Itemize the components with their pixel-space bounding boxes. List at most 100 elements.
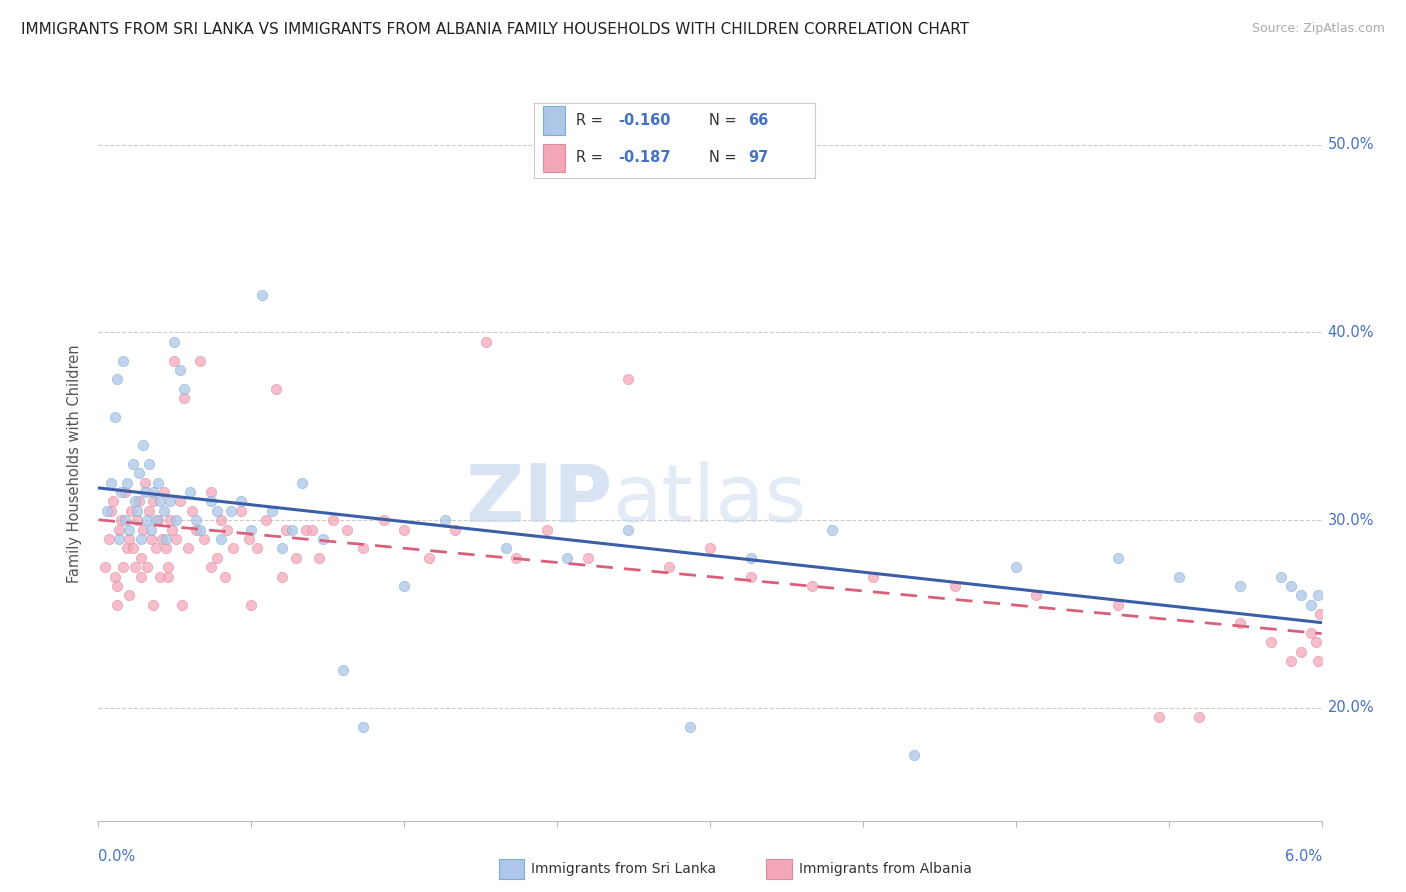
Text: 20.0%: 20.0% <box>1327 700 1375 715</box>
Point <box>444 523 467 537</box>
Point <box>240 523 263 537</box>
Point <box>285 550 308 565</box>
Point <box>93 560 115 574</box>
Point <box>136 513 159 527</box>
Point <box>209 532 232 546</box>
Point <box>740 569 762 583</box>
Point <box>392 579 416 593</box>
Point <box>110 513 132 527</box>
Point <box>142 598 165 612</box>
Point <box>678 720 700 734</box>
Text: atlas: atlas <box>612 460 807 539</box>
Point <box>105 579 128 593</box>
Point <box>658 560 681 574</box>
Point <box>205 550 228 565</box>
Text: 50.0%: 50.0% <box>1327 137 1374 153</box>
Point <box>188 353 211 368</box>
Point <box>1004 560 1026 574</box>
Point <box>1306 654 1329 668</box>
Text: ZIP: ZIP <box>465 460 612 539</box>
Point <box>274 523 297 537</box>
Point <box>155 541 177 556</box>
Point <box>149 569 172 583</box>
Point <box>1291 588 1313 602</box>
Point <box>159 513 181 527</box>
Point <box>801 579 824 593</box>
Point <box>555 550 579 565</box>
Point <box>100 504 122 518</box>
Point <box>115 475 138 490</box>
Point <box>122 541 145 556</box>
Point <box>250 288 273 302</box>
Point <box>1291 645 1313 659</box>
Point <box>105 372 128 386</box>
Point <box>322 513 344 527</box>
Point <box>270 541 292 556</box>
Point <box>200 560 222 574</box>
Point <box>214 569 236 583</box>
Point <box>209 513 232 527</box>
Point <box>169 494 191 508</box>
Point <box>505 550 527 565</box>
Point <box>188 523 211 537</box>
Point <box>1147 710 1170 724</box>
Point <box>418 550 440 565</box>
Point <box>1167 569 1189 583</box>
Point <box>260 504 283 518</box>
Point <box>105 598 128 612</box>
Point <box>132 438 155 452</box>
Point <box>1306 588 1329 602</box>
Point <box>1229 616 1251 631</box>
Text: N =: N = <box>709 151 741 165</box>
Point <box>173 391 195 405</box>
Text: IMMIGRANTS FROM SRI LANKA VS IMMIGRANTS FROM ALBANIA FAMILY HOUSEHOLDS WITH CHIL: IMMIGRANTS FROM SRI LANKA VS IMMIGRANTS … <box>21 22 969 37</box>
Text: 66: 66 <box>748 113 768 128</box>
Point <box>254 513 277 527</box>
Point <box>156 569 179 583</box>
Point <box>173 382 195 396</box>
Point <box>159 494 181 508</box>
Point <box>1107 598 1129 612</box>
Point <box>145 513 167 527</box>
Point <box>114 485 136 500</box>
Point <box>740 550 762 565</box>
Point <box>1107 550 1129 565</box>
Point <box>222 541 245 556</box>
Text: N =: N = <box>709 113 741 128</box>
Point <box>943 579 966 593</box>
Point <box>96 504 118 518</box>
Point <box>311 532 335 546</box>
Point <box>142 494 165 508</box>
Text: Source: ZipAtlas.com: Source: ZipAtlas.com <box>1251 22 1385 36</box>
Text: R =: R = <box>576 113 607 128</box>
Point <box>238 532 260 546</box>
Point <box>152 485 174 500</box>
Point <box>122 457 145 471</box>
Point <box>186 523 208 537</box>
Point <box>1270 569 1292 583</box>
Point <box>115 541 138 556</box>
Point <box>1260 635 1282 649</box>
Point <box>301 523 323 537</box>
Point <box>1301 625 1323 640</box>
Point <box>373 513 395 527</box>
Point <box>138 504 160 518</box>
Point <box>352 541 374 556</box>
Point <box>177 541 200 556</box>
Point <box>134 485 156 500</box>
Point <box>124 494 146 508</box>
Point <box>134 475 156 490</box>
Point <box>160 523 183 537</box>
Point <box>1025 588 1047 602</box>
Point <box>129 550 152 565</box>
Point <box>1279 654 1302 668</box>
Point <box>536 523 558 537</box>
Point <box>229 504 253 518</box>
Point <box>163 353 186 368</box>
Text: Immigrants from Sri Lanka: Immigrants from Sri Lanka <box>531 862 717 876</box>
Point <box>156 560 179 574</box>
Point <box>128 494 150 508</box>
Point <box>146 475 169 490</box>
Point <box>576 550 599 565</box>
Point <box>181 504 204 518</box>
